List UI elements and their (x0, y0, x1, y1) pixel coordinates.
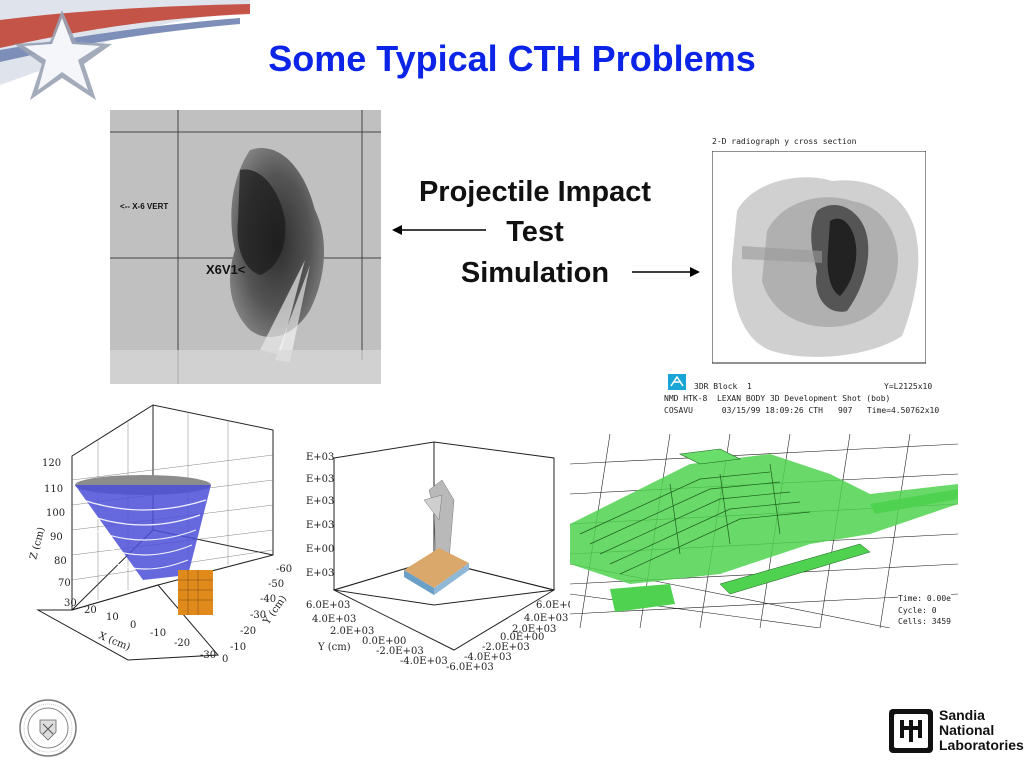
y-tick: -2.0E+03 (376, 646, 424, 657)
y-tick: -60 (276, 564, 292, 575)
x-tick: 0 (130, 620, 136, 631)
info-line3b: 907 Time=4.50762x10 (838, 406, 940, 415)
sim-cycle: Cycle: 0 (898, 606, 937, 615)
x-tick: 2.0E+03 (512, 624, 556, 635)
label-test: Test (506, 216, 564, 248)
x-tick: 30 (64, 598, 77, 609)
left-tick: E+03 (306, 568, 334, 579)
sim-time: Time: 0.00e (898, 594, 951, 603)
x-tick: 10 (106, 612, 119, 623)
sandia-line2: National (939, 722, 995, 738)
arrow-left (392, 225, 486, 235)
z-tick: 90 (50, 532, 63, 543)
x-tick: -4.0E+03 (464, 652, 512, 663)
radiograph-image (712, 151, 926, 364)
sandia-line1: Sandia (939, 707, 985, 723)
page-title: Some Typical CTH Problems (268, 38, 756, 79)
z-tick: 100 (46, 508, 65, 519)
marker-label: X6V1< (206, 262, 246, 277)
x-tick: 20 (84, 605, 97, 616)
radiograph-title: 2-D radiograph y cross section (712, 137, 857, 146)
x-tick: -10 (150, 628, 166, 639)
y-tick: 0.0E+00 (362, 636, 406, 647)
radiograph-panel: 2-D radiograph y cross section (708, 135, 928, 367)
info-line1b: Y=L2125x10 (884, 382, 933, 391)
z-tick: 80 (54, 556, 67, 567)
info-line3a: COSAVU 03/15/99 18:09:26 CTH (664, 406, 823, 415)
y-tick: -4.0E+03 (400, 656, 448, 667)
left-tick: E+03 (306, 520, 334, 531)
vert-label: <-- X-6 VERT (120, 202, 169, 211)
z-axis-label: Z (cm) (28, 526, 47, 561)
plot-left: Z (cm) X (cm) Y (cm) 120 110 100 90 80 7… (28, 404, 292, 665)
label-simulation: Simulation (460, 257, 610, 289)
plot-mid: E+03 E+03 E+03 E+03 E+00 E+03 6.0E+03 4.… (306, 441, 574, 672)
sim-image (570, 434, 958, 628)
x-axis-label: X (cm) (97, 631, 132, 654)
arrow-right (632, 267, 700, 277)
z-tick: 70 (58, 578, 71, 589)
app-icon (668, 374, 686, 390)
doe-seal-logo (19, 699, 77, 757)
star-logo (0, 0, 250, 100)
y-tick: -20 (240, 626, 256, 637)
sandia-line3: Laboratories (939, 737, 1024, 753)
x-tick: -6.0E+03 (446, 662, 494, 672)
z-tick: 110 (44, 484, 63, 495)
sim-cells: Cells: 3459 (898, 617, 951, 626)
x-tick: 0.0E+00 (500, 632, 544, 643)
y-tick: -50 (268, 579, 284, 590)
x-tick: -2.0E+03 (482, 642, 530, 653)
y-tick: -10 (230, 642, 246, 653)
x-tick: 6.0E+03 (536, 600, 574, 611)
y-tick: 6.0E+03 (306, 600, 350, 611)
test-photo-image (110, 110, 381, 384)
y-tick: -40 (260, 594, 276, 605)
info-line2: NMD HTK-8 LEXAN BODY 3D Development Shot… (664, 394, 891, 403)
info-line1a: 3DR Block 1 (694, 382, 752, 391)
sim-panel: Time: 0.00e Cycle: 0 Cells: 3459 (570, 434, 958, 628)
z-tick: 120 (42, 458, 61, 469)
label-projectile-impact: Projectile Impact (418, 176, 652, 208)
test-photo: <-- X-6 VERT X6V1< (110, 110, 381, 384)
left-tick: E+03 (306, 452, 334, 463)
left-tick: E+03 (306, 474, 334, 485)
y-axis-label-mid: Y (cm) (317, 642, 351, 653)
x-tick: -30 (200, 650, 216, 661)
x-tick: -20 (174, 638, 190, 649)
left-tick: E+03 (306, 496, 334, 507)
left-tick: E+00 (306, 544, 334, 555)
y-tick: 2.0E+03 (330, 626, 374, 637)
y-tick: 0 (222, 654, 228, 665)
y-tick: -30 (250, 610, 266, 621)
y-tick: 4.0E+03 (312, 614, 356, 625)
sandia-logo-icon (889, 709, 933, 753)
x-tick: 4.0E+03 (524, 613, 568, 624)
